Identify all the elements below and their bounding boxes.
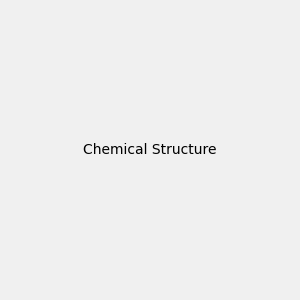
Text: Chemical Structure: Chemical Structure: [83, 143, 217, 157]
